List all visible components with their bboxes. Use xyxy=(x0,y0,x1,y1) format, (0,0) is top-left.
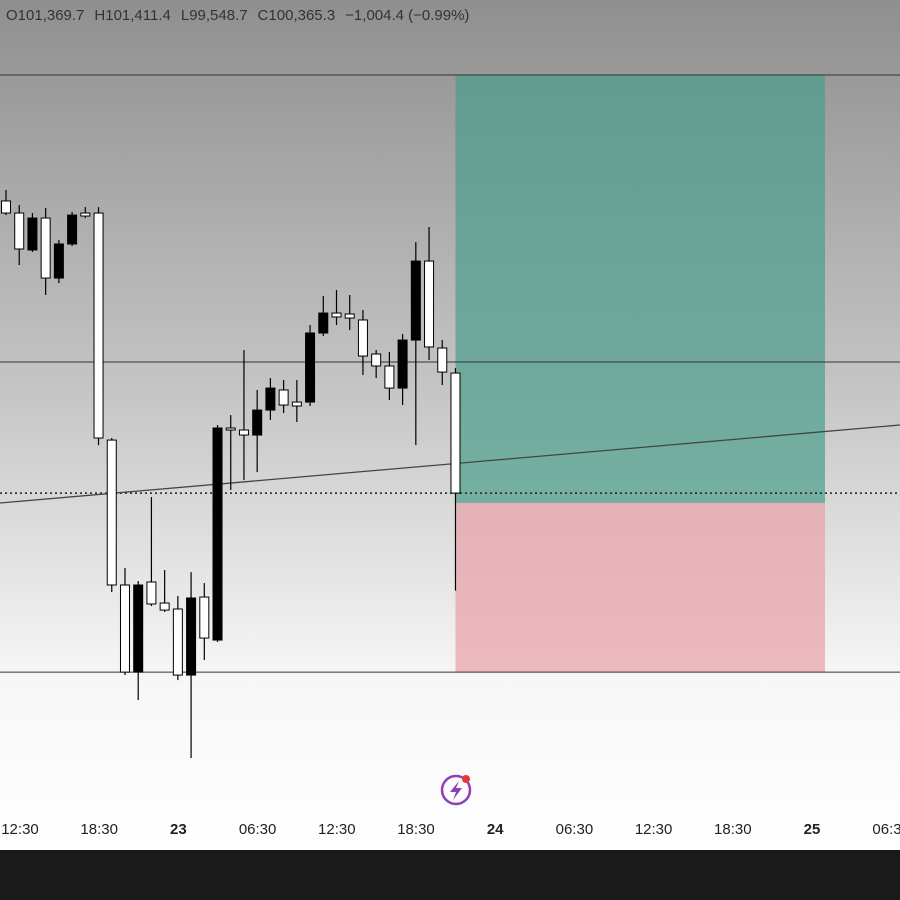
ohlc-value: H101,411.4 xyxy=(94,7,170,24)
candle-body xyxy=(67,214,78,245)
x-tick-label: 23 xyxy=(170,821,187,838)
x-tick-label: 18:30 xyxy=(80,821,118,838)
candle-body xyxy=(318,312,329,334)
candle-body xyxy=(172,608,183,676)
candle-body xyxy=(450,372,461,494)
x-tick-label: 06:30 xyxy=(239,821,277,838)
ohlc-value: L99,548.7 xyxy=(181,7,248,24)
candle-body xyxy=(40,217,51,279)
x-tick-label: 12:30 xyxy=(1,821,39,838)
candle-body xyxy=(93,212,104,439)
plot xyxy=(0,74,900,758)
candle-body xyxy=(305,332,316,403)
x-tick-label: 06:30 xyxy=(556,821,594,838)
candle-body xyxy=(252,409,263,436)
candle-body xyxy=(225,427,236,431)
ohlc-value: C100,365.3 xyxy=(258,7,336,24)
candle-body xyxy=(159,602,170,611)
candle-body xyxy=(106,439,117,586)
candle-body xyxy=(371,353,382,367)
candle-body xyxy=(410,260,421,341)
candle-body xyxy=(199,596,210,639)
candle-body xyxy=(27,217,38,251)
candle-body xyxy=(397,339,408,389)
alert-icon[interactable] xyxy=(440,774,472,806)
candle-body xyxy=(437,347,448,373)
candle-body xyxy=(278,389,289,406)
candle-body xyxy=(357,319,368,357)
candle-body xyxy=(53,243,64,279)
candle-body xyxy=(331,312,342,318)
ohlc-value: O101,369.7 xyxy=(6,7,84,24)
candle-body xyxy=(344,313,355,319)
candle-body xyxy=(186,597,197,676)
x-tick-label: 12:30 xyxy=(318,821,356,838)
candle-body xyxy=(133,584,144,673)
trend-line xyxy=(0,424,900,504)
x-tick-label: 24 xyxy=(487,821,504,838)
x-tick-label: 25 xyxy=(804,821,821,838)
candle-body xyxy=(384,365,395,389)
position-stop-zone xyxy=(455,503,825,673)
ohlc-header: O101,369.7 H101,411.4 L99,548.7 C100,365.3−… xyxy=(6,7,469,24)
position-target-zone xyxy=(455,75,825,504)
candle-body xyxy=(265,387,276,411)
ohlc-value: −1,004.4 (−0.99%) xyxy=(345,7,469,24)
candle-body xyxy=(14,212,25,250)
bottom-bar xyxy=(0,850,900,900)
x-tick-label: 12:30 xyxy=(635,821,673,838)
x-tick-label: 18:30 xyxy=(397,821,435,838)
candle-body xyxy=(119,584,130,673)
x-tick-label: 06:30 xyxy=(872,821,900,838)
candle-body xyxy=(80,212,91,217)
x-tick-label: 18:30 xyxy=(714,821,752,838)
candle-body xyxy=(424,260,435,348)
candle-body xyxy=(1,200,11,214)
candle-body xyxy=(212,427,223,641)
candle-body xyxy=(291,401,302,407)
candle-body xyxy=(238,429,249,436)
candle-body xyxy=(146,581,157,605)
